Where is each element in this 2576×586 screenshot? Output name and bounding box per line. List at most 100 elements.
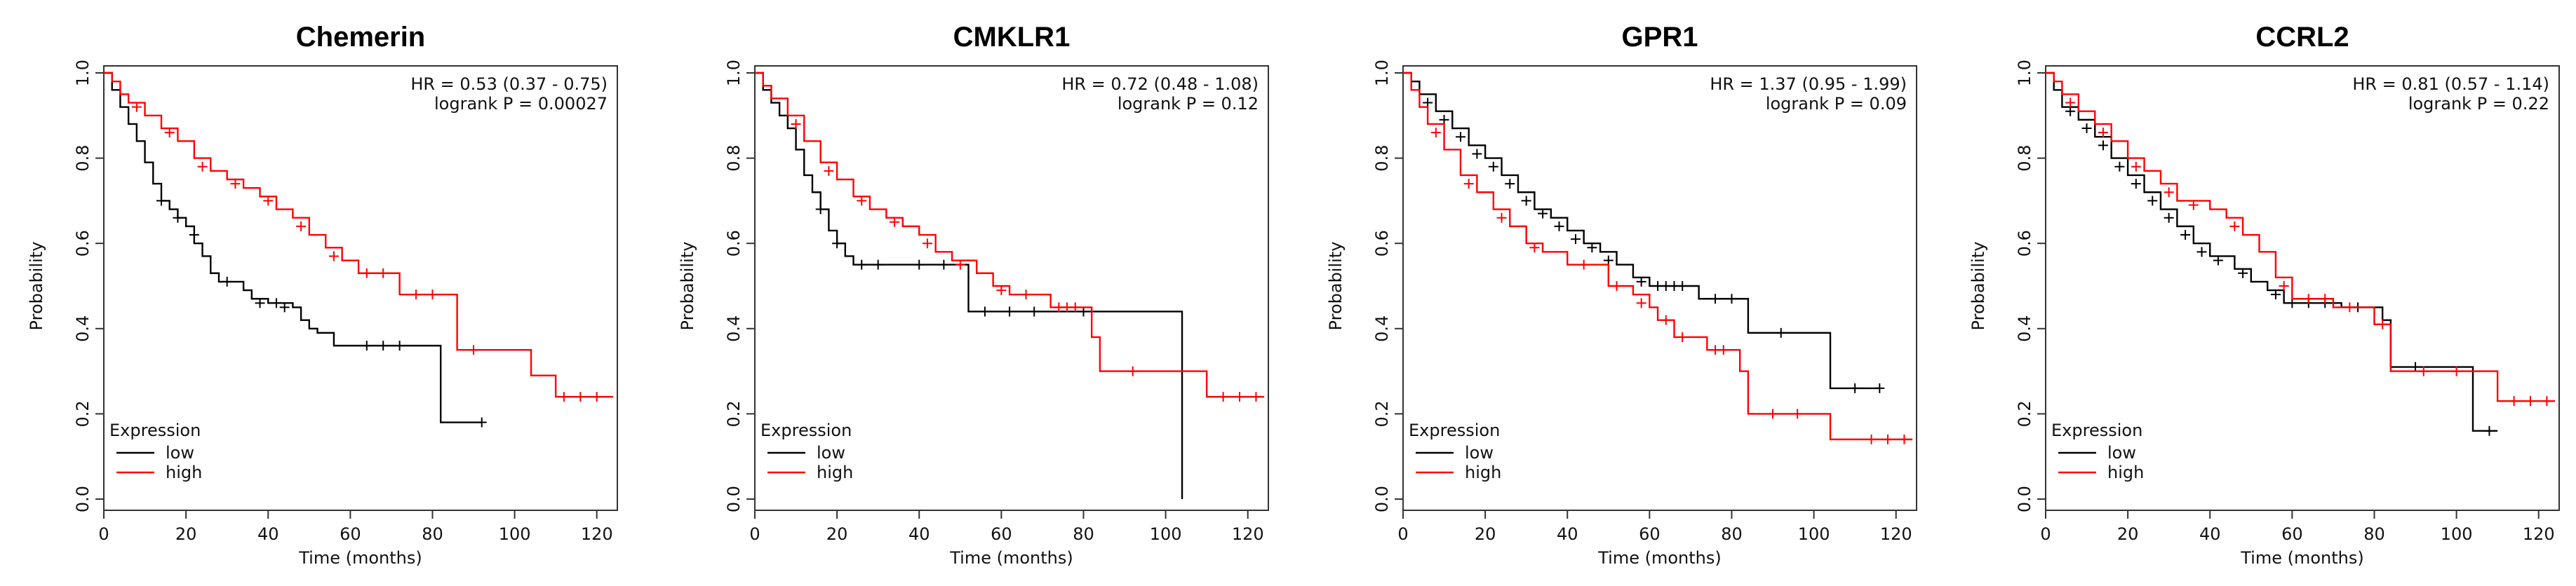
censor-mark-high: [328, 251, 339, 261]
y-tick-label: 1.0: [73, 60, 93, 86]
censor-mark-low: [1554, 221, 1564, 231]
censor-mark-high: [1062, 302, 1073, 313]
x-tick-label: 80: [1073, 524, 1094, 544]
censor-mark-low: [1505, 179, 1515, 189]
censor-mark-high: [2065, 97, 2076, 108]
censor-mark-high: [2344, 302, 2355, 313]
y-tick-label: 0.2: [2015, 400, 2034, 427]
censor-mark-high: [230, 179, 241, 189]
censor-mark-high: [427, 289, 438, 300]
hr-annotation: HR = 1.37 (0.95 - 1.99): [1710, 74, 1907, 94]
censor-mark-high: [2451, 366, 2462, 376]
censor-mark-high: [1636, 298, 1646, 308]
censor-mark-low: [1029, 306, 1040, 317]
censor-mark-high: [1463, 179, 1474, 189]
x-tick-label: 0: [2040, 524, 2051, 544]
x-tick-label: 0: [1397, 524, 1408, 544]
survival-curve-high: [104, 71, 614, 398]
hr-annotation: HR = 0.53 (0.37 - 0.75): [410, 74, 608, 94]
censor-mark-low: [1423, 97, 1433, 108]
survival-curve-low: [1403, 71, 1880, 390]
y-axis-label: Probability: [678, 242, 697, 331]
censor-mark-high: [2418, 366, 2429, 376]
legend-label-high: high: [2107, 463, 2144, 482]
legend-title: Expression: [109, 421, 201, 440]
y-tick-label: 0.6: [2015, 230, 2034, 257]
hr-annotation: HR = 0.72 (0.48 - 1.08): [1061, 74, 1259, 94]
censor-mark-high: [2320, 294, 2330, 304]
plot-frame: [754, 65, 1269, 511]
censor-mark-high: [1054, 302, 1064, 313]
survival-curve-low: [104, 71, 482, 423]
logrank-annotation: logrank P = 0.12: [1118, 94, 1259, 114]
x-tick-label: 40: [908, 524, 930, 544]
y-tick-label: 0.4: [2015, 315, 2034, 342]
censor-mark-low: [1570, 234, 1581, 245]
censor-mark-high: [1611, 281, 1622, 291]
x-tick-label: 40: [1557, 524, 1578, 544]
censor-mark-low: [1776, 327, 1786, 338]
y-tick-label: 0.6: [724, 230, 744, 257]
x-tick-label: 0: [98, 524, 109, 544]
censor-mark-high: [2131, 161, 2141, 172]
panel-title: CMKLR1: [953, 22, 1071, 53]
censor-mark-high: [1430, 128, 1441, 138]
censor-mark-high: [1578, 259, 1589, 270]
censor-mark-high: [1792, 409, 1803, 419]
censor-mark-low: [2213, 255, 2223, 266]
censor-mark-high: [2164, 187, 2174, 198]
y-tick-label: 0.6: [1372, 230, 1392, 257]
x-axis-label: Time (months): [949, 548, 1073, 568]
censor-mark-low: [2196, 247, 2207, 257]
censor-mark-low: [378, 341, 389, 351]
y-tick-label: 0.2: [1372, 400, 1392, 427]
censor-mark-low: [1850, 383, 1860, 393]
censor-mark-high: [890, 217, 900, 227]
censor-mark-low: [2164, 212, 2174, 223]
censor-mark-low: [1874, 383, 1885, 393]
censor-mark-high: [2525, 396, 2536, 407]
panel-title: Chemerin: [296, 22, 426, 53]
censor-mark-high: [1251, 392, 1261, 402]
x-tick-label: 100: [2441, 524, 2473, 544]
censor-mark-low: [271, 298, 281, 308]
censor-mark-low: [222, 276, 232, 287]
censor-mark-high: [2098, 128, 2108, 138]
censor-mark-high: [1021, 289, 1031, 300]
legend-title: Expression: [760, 421, 852, 440]
censor-mark-low: [2081, 123, 2092, 134]
legend-label-high: high: [817, 463, 853, 482]
censor-mark-low: [1603, 255, 1614, 266]
legend-label-low: low: [166, 443, 194, 463]
x-tick-label: 100: [499, 524, 531, 544]
legend-label-low: low: [2107, 443, 2136, 463]
x-tick-label: 60: [340, 524, 361, 544]
legend-label-high: high: [166, 463, 202, 482]
x-tick-label: 20: [175, 524, 197, 544]
censor-mark-high: [361, 268, 372, 278]
censor-mark-low: [2180, 230, 2191, 240]
logrank-annotation: logrank P = 0.09: [1766, 94, 1907, 114]
y-tick-label: 0.0: [73, 486, 93, 512]
x-tick-label: 120: [1880, 524, 1912, 544]
km-panel-gpr1: GPR1 0.0 0.2 0.4 0.6 0.8 1.0 Probability 0 20 40 60…: [1326, 22, 1917, 568]
censor-mark-low: [815, 204, 826, 214]
km-panel-ccrl2: CCRL2 0.0 0.2 0.4 0.6 0.8 1.0 Probability 0 20 40 6…: [1968, 22, 2560, 568]
censor-mark-high: [791, 118, 801, 129]
censor-mark-high: [1677, 332, 1688, 342]
censor-mark-low: [2484, 425, 2495, 436]
censor-mark-low: [255, 298, 265, 308]
censor-mark-high: [164, 128, 175, 138]
y-tick-label: 0.0: [1372, 486, 1392, 512]
censor-mark-low: [1538, 208, 1548, 219]
censor-mark-high: [2188, 200, 2199, 210]
censor-mark-low: [1439, 114, 1449, 125]
censor-mark-low: [1455, 132, 1465, 142]
survival-curve-high: [755, 71, 1265, 398]
censor-mark-low: [156, 196, 166, 206]
censor-mark-high: [1899, 434, 1910, 444]
censor-mark-low: [1661, 281, 1671, 291]
censor-mark-high: [131, 102, 142, 112]
survival-curve-high: [1403, 71, 1913, 441]
censor-mark-low: [173, 212, 183, 223]
